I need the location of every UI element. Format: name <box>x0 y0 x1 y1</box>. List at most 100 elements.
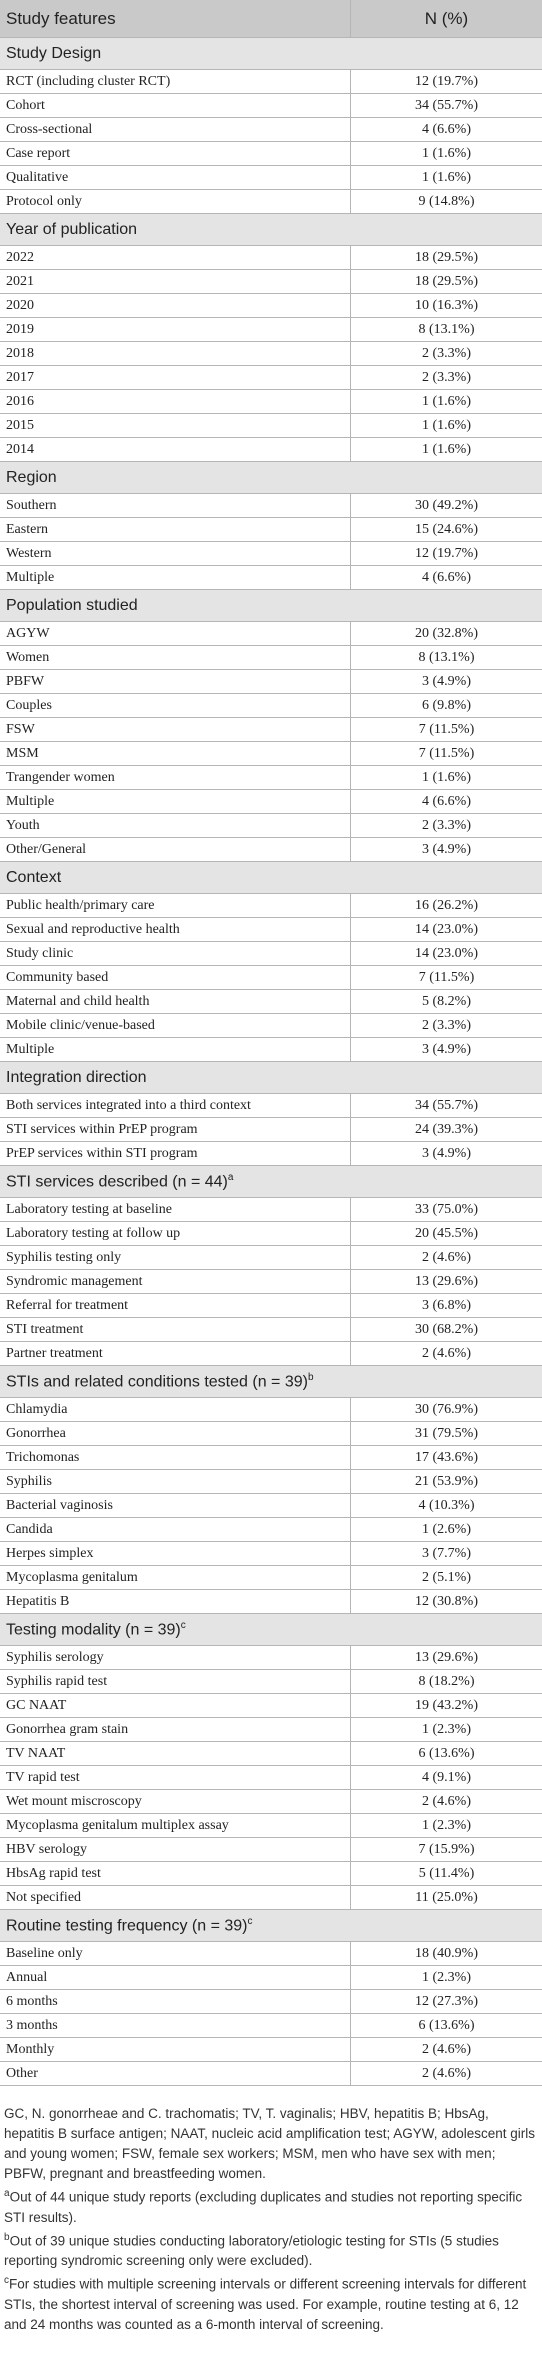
count-cell: 8 (18.2%) <box>350 1669 542 1694</box>
data-row: Syphilis testing only 2 (4.6%) <box>0 1245 542 1270</box>
feature-cell: Syphilis testing only <box>0 1245 351 1270</box>
footnote-marker: a <box>227 1171 234 1183</box>
feature-cell: Syphilis <box>0 1469 351 1494</box>
feature-cell: Both services integrated into a third co… <box>0 1093 351 1118</box>
data-row: GC NAAT 19 (43.2%) <box>0 1693 542 1718</box>
data-row: Case report 1 (1.6%) <box>0 141 542 166</box>
footnote-text: Out of 44 unique study reports (excludin… <box>4 2189 523 2225</box>
data-row: Multiple 4 (6.6%) <box>0 789 542 814</box>
section-title: STIs and related conditions tested (n = … <box>6 1373 308 1391</box>
feature-cell: Mycoplasma genitalum multiplex assay <box>0 1813 351 1838</box>
data-row: Syphilis serology 13 (29.6%) <box>0 1645 542 1670</box>
feature-cell: HBV serology <box>0 1837 351 1862</box>
footnote-marker: c <box>4 2275 9 2286</box>
data-row: 3 months 6 (13.6%) <box>0 2013 542 2038</box>
count-cell: 9 (14.8%) <box>350 189 542 214</box>
data-row: Hepatitis B 12 (30.8%) <box>0 1589 542 1614</box>
feature-cell: Women <box>0 645 351 670</box>
feature-cell: Herpes simplex <box>0 1541 351 1566</box>
data-row: TV rapid test 4 (9.1%) <box>0 1765 542 1790</box>
data-row: 2016 1 (1.6%) <box>0 389 542 414</box>
feature-cell: Cross-sectional <box>0 117 351 142</box>
count-cell: 7 (15.9%) <box>350 1837 542 1862</box>
data-row: Other/General 3 (4.9%) <box>0 837 542 862</box>
footnote-marker: b <box>4 2231 10 2243</box>
section-row: Testing modality (n = 39)c <box>0 1613 542 1646</box>
count-cell: 6 (13.6%) <box>350 1741 542 1766</box>
count-cell: 34 (55.7%) <box>350 1093 542 1118</box>
footnotes: GC, N. gonorrheae and C. trachomatis; TV… <box>0 2086 542 2335</box>
data-row: RCT (including cluster RCT) 12 (19.7%) <box>0 69 542 94</box>
section-row: Study Design <box>0 37 542 70</box>
count-cell: 7 (11.5%) <box>350 717 542 742</box>
count-cell: 12 (30.8%) <box>350 1589 542 1614</box>
section-title: Context <box>6 868 62 886</box>
data-row: Cross-sectional 4 (6.6%) <box>0 117 542 142</box>
count-cell: 31 (79.5%) <box>350 1421 542 1446</box>
data-row: Trichomonas 17 (43.6%) <box>0 1445 542 1470</box>
count-cell: 1 (2.3%) <box>350 1813 542 1838</box>
count-cell: 4 (6.6%) <box>350 789 542 814</box>
count-cell: 1 (1.6%) <box>350 389 542 414</box>
feature-cell: Protocol only <box>0 189 351 214</box>
feature-cell: MSM <box>0 741 351 766</box>
data-row: 2020 10 (16.3%) <box>0 293 542 318</box>
data-row: Referral for treatment 3 (6.8%) <box>0 1293 542 1318</box>
count-cell: 18 (29.5%) <box>350 245 542 270</box>
footnote: bOut of 39 unique studies conducting lab… <box>4 2228 538 2272</box>
feature-cell: 2020 <box>0 293 351 318</box>
feature-cell: Syndromic management <box>0 1269 351 1294</box>
count-cell: 1 (1.6%) <box>350 765 542 790</box>
section-cell: Context <box>0 861 542 894</box>
count-cell: 3 (4.9%) <box>350 1141 542 1166</box>
feature-cell: STI services within PrEP program <box>0 1117 351 1142</box>
count-cell: 2 (4.6%) <box>350 2061 542 2086</box>
feature-cell: Other/General <box>0 837 351 862</box>
count-cell: 15 (24.6%) <box>350 517 542 542</box>
abbreviations: GC, N. gonorrheae and C. trachomatis; TV… <box>4 2106 536 2181</box>
feature-cell: Couples <box>0 693 351 718</box>
section-cell: Region <box>0 461 542 494</box>
count-cell: 2 (4.6%) <box>350 1789 542 1814</box>
feature-cell: Not specified <box>0 1885 351 1910</box>
feature-cell: Partner treatment <box>0 1341 351 1366</box>
section-cell: Year of publication <box>0 213 542 246</box>
data-row: Western 12 (19.7%) <box>0 541 542 566</box>
data-row: Protocol only 9 (14.8%) <box>0 189 542 214</box>
data-row: Laboratory testing at follow up 20 (45.5%… <box>0 1221 542 1246</box>
count-cell: 13 (29.6%) <box>350 1269 542 1294</box>
data-row: Gonorrhea 31 (79.5%) <box>0 1421 542 1446</box>
data-row: 2018 2 (3.3%) <box>0 341 542 366</box>
section-row: STIs and related conditions tested (n = … <box>0 1365 542 1398</box>
feature-cell: 2015 <box>0 413 351 438</box>
feature-cell: Syphilis rapid test <box>0 1669 351 1694</box>
data-row: Multiple 4 (6.6%) <box>0 565 542 590</box>
data-row: STI treatment 30 (68.2%) <box>0 1317 542 1342</box>
count-cell: 1 (2.3%) <box>350 1717 542 1742</box>
feature-cell: Trangender women <box>0 765 351 790</box>
data-row: 2015 1 (1.6%) <box>0 413 542 438</box>
section-cell: STIs and related conditions tested (n = … <box>0 1365 542 1398</box>
count-cell: 30 (49.2%) <box>350 493 542 518</box>
count-cell: 4 (6.6%) <box>350 565 542 590</box>
count-cell: 3 (4.9%) <box>350 1037 542 1062</box>
data-row: Sexual and reproductive health 14 (23.0%) <box>0 917 542 942</box>
section-title: Integration direction <box>6 1068 147 1086</box>
data-row: Cohort 34 (55.7%) <box>0 93 542 118</box>
data-row: Couples 6 (9.8%) <box>0 693 542 718</box>
feature-cell: TV rapid test <box>0 1765 351 1790</box>
footnote-marker: a <box>4 2188 10 2199</box>
feature-cell: FSW <box>0 717 351 742</box>
footnote-marker: c <box>180 1619 186 1631</box>
data-row: Syphilis rapid test 8 (18.2%) <box>0 1669 542 1694</box>
data-row: Not specified 11 (25.0%) <box>0 1885 542 1910</box>
section-row: Integration direction <box>0 1061 542 1094</box>
data-row: FSW 7 (11.5%) <box>0 717 542 742</box>
section-title: STI services described (n = 44) <box>6 1173 228 1191</box>
feature-cell: Eastern <box>0 517 351 542</box>
footnote: cFor studies with multiple screening int… <box>4 2271 538 2335</box>
section-cell: Study Design <box>0 37 542 70</box>
footnote-marker: b <box>307 1371 314 1383</box>
feature-cell: Mycoplasma genitalum <box>0 1565 351 1590</box>
